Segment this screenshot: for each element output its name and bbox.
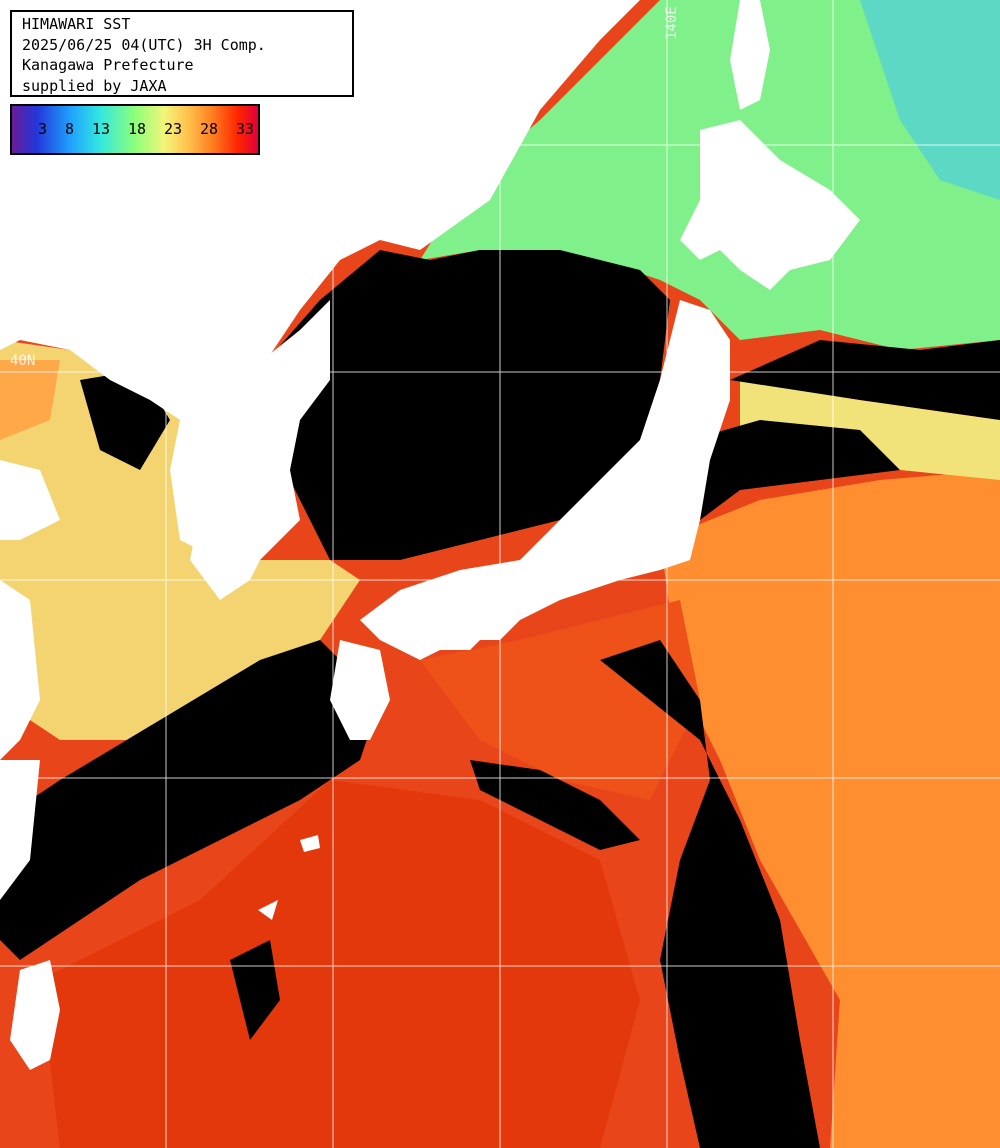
land-sakhalin	[730, 0, 770, 110]
legend-tick: 8	[64, 120, 74, 138]
cloud-patch-south-a	[230, 940, 280, 1040]
land-hokkaido	[680, 120, 860, 290]
info-line-product: HIMAWARI SST	[22, 15, 131, 33]
cloud-east-honshu	[690, 420, 900, 520]
land-fujian-coast	[0, 760, 40, 900]
grid-label-140e: 140E	[664, 6, 680, 40]
map-info-box: HIMAWARI SST 2025/06/25 04(UTC) 3H Comp.…	[10, 10, 354, 97]
sea-mild-east-band	[740, 380, 1000, 480]
sea-cool-northeast	[860, 0, 1000, 200]
legend-tick: 23	[163, 120, 182, 138]
sea-hot-south	[40, 780, 640, 1148]
info-line-datetime: 2025/06/25 04(UTC) 3H Comp.	[22, 35, 266, 54]
cloud-layer	[0, 250, 1000, 1148]
sea-warm-east	[660, 470, 1000, 1148]
legend-ticks: 3 8 13 18 23 28 33	[12, 120, 258, 138]
legend-tick: 3	[38, 120, 48, 138]
cloud-small-south	[470, 760, 640, 850]
land-taiwan	[10, 960, 60, 1070]
info-line-prefecture: Kanagawa Prefecture	[22, 56, 194, 74]
cloud-east-china-sea	[0, 640, 380, 960]
land-korea	[190, 300, 330, 600]
legend-tick: 13	[91, 120, 110, 138]
sea-warm-west	[0, 360, 60, 440]
legend-tick: 28	[199, 120, 218, 138]
land-shikoku	[420, 600, 500, 650]
cloud-sea-of-japan	[250, 250, 670, 560]
land-ryukyu-b	[258, 900, 278, 920]
land-honshu	[360, 300, 730, 660]
cloud-north-pacific-band	[730, 340, 1000, 420]
land-shandong	[0, 460, 60, 540]
legend-tick: 33	[235, 120, 254, 138]
grid-label-40n: 40N	[10, 353, 36, 369]
cloud-south-band	[600, 640, 820, 1148]
info-line-supplier: supplied by JAXA	[22, 76, 167, 95]
grid-label-30n: 30N	[10, 760, 36, 776]
legend-tick: 18	[127, 120, 146, 138]
land-china-coast	[0, 580, 40, 760]
temperature-color-legend: 3 8 13 18 23 28 33	[10, 104, 260, 155]
land-island-north	[398, 128, 428, 168]
land-kyushu	[330, 640, 390, 740]
land-ryukyu-a	[300, 835, 320, 852]
